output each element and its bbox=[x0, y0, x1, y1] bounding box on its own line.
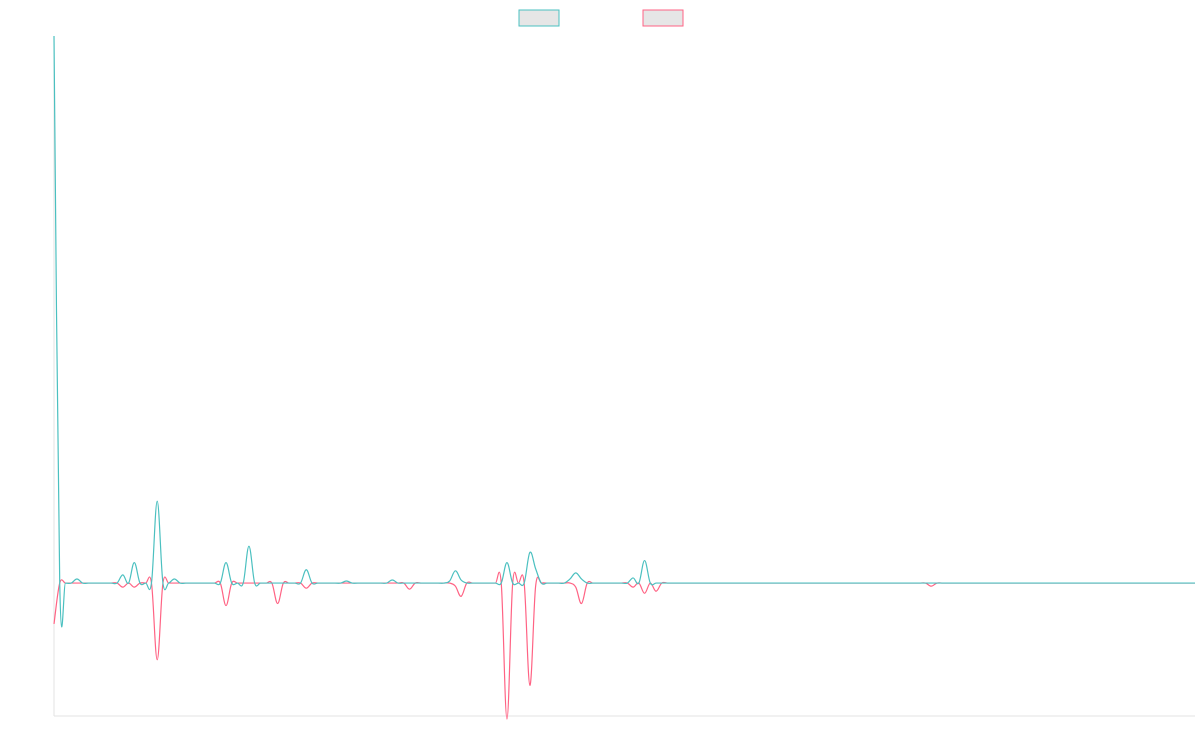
series-layer bbox=[53, 35, 1195, 720]
legend-item[interactable] bbox=[518, 9, 560, 27]
legend-item[interactable] bbox=[642, 9, 684, 27]
legend-swatch bbox=[642, 9, 684, 27]
series-line-1 bbox=[53, 35, 1195, 628]
chart-legend[interactable] bbox=[518, 9, 684, 27]
legend-swatch bbox=[518, 9, 560, 27]
chart-axes bbox=[53, 36, 1195, 717]
series-line-2 bbox=[53, 571, 1195, 720]
